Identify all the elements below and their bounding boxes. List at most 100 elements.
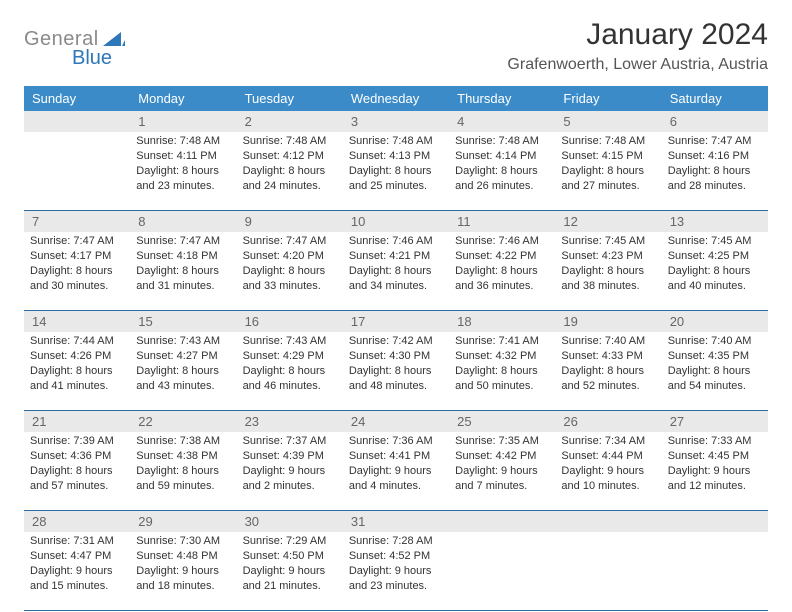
- daylight-text-2: and 26 minutes.: [455, 179, 549, 194]
- sunrise-text: Sunrise: 7:43 AM: [136, 334, 230, 349]
- sunrise-text: Sunrise: 7:39 AM: [30, 434, 124, 449]
- sunset-text: Sunset: 4:18 PM: [136, 249, 230, 264]
- sunset-text: Sunset: 4:35 PM: [668, 349, 762, 364]
- day-header-tue: Tuesday: [237, 86, 343, 111]
- sunrise-text: Sunrise: 7:47 AM: [136, 234, 230, 249]
- daylight-text-2: and 27 minutes.: [561, 179, 655, 194]
- day-cell: Sunrise: 7:47 AMSunset: 4:18 PMDaylight:…: [130, 232, 236, 310]
- sunset-text: Sunset: 4:25 PM: [668, 249, 762, 264]
- sunrise-text: Sunrise: 7:28 AM: [349, 534, 443, 549]
- day-cell: Sunrise: 7:41 AMSunset: 4:32 PMDaylight:…: [449, 332, 555, 410]
- day-cell: Sunrise: 7:44 AMSunset: 4:26 PMDaylight:…: [24, 332, 130, 410]
- day-cell: Sunrise: 7:40 AMSunset: 4:35 PMDaylight:…: [662, 332, 768, 410]
- daylight-text-1: Daylight: 8 hours: [30, 464, 124, 479]
- daylight-text-2: and 34 minutes.: [349, 279, 443, 294]
- daylight-text-2: and 48 minutes.: [349, 379, 443, 394]
- daylight-text-1: Daylight: 8 hours: [349, 264, 443, 279]
- daylight-text-1: Daylight: 8 hours: [243, 364, 337, 379]
- daylight-text-2: and 15 minutes.: [30, 579, 124, 594]
- daylight-text-1: Daylight: 9 hours: [455, 464, 549, 479]
- sunset-text: Sunset: 4:38 PM: [136, 449, 230, 464]
- sunset-text: Sunset: 4:45 PM: [668, 449, 762, 464]
- daylight-text-2: and 23 minutes.: [349, 579, 443, 594]
- week-row: Sunrise: 7:39 AMSunset: 4:36 PMDaylight:…: [24, 432, 768, 511]
- day-cell: Sunrise: 7:48 AMSunset: 4:15 PMDaylight:…: [555, 132, 661, 210]
- day-num-row: 21222324252627: [24, 411, 768, 432]
- sunset-text: Sunset: 4:16 PM: [668, 149, 762, 164]
- daylight-text-2: and 4 minutes.: [349, 479, 443, 494]
- day-cell: [449, 532, 555, 610]
- location-text: Grafenwoerth, Lower Austria, Austria: [507, 56, 768, 74]
- sunrise-text: Sunrise: 7:45 AM: [668, 234, 762, 249]
- sunrise-text: Sunrise: 7:29 AM: [243, 534, 337, 549]
- sunset-text: Sunset: 4:13 PM: [349, 149, 443, 164]
- sunset-text: Sunset: 4:11 PM: [136, 149, 230, 164]
- day-cell: Sunrise: 7:34 AMSunset: 4:44 PMDaylight:…: [555, 432, 661, 510]
- day-header-fri: Friday: [555, 86, 661, 111]
- sunset-text: Sunset: 4:44 PM: [561, 449, 655, 464]
- sunrise-text: Sunrise: 7:40 AM: [668, 334, 762, 349]
- daylight-text-1: Daylight: 8 hours: [136, 464, 230, 479]
- day-number: [449, 511, 555, 532]
- sunrise-text: Sunrise: 7:35 AM: [455, 434, 549, 449]
- day-header-wed: Wednesday: [343, 86, 449, 111]
- day-cell: Sunrise: 7:35 AMSunset: 4:42 PMDaylight:…: [449, 432, 555, 510]
- week-row: Sunrise: 7:31 AMSunset: 4:47 PMDaylight:…: [24, 532, 768, 611]
- daylight-text-2: and 25 minutes.: [349, 179, 443, 194]
- day-number: 16: [237, 311, 343, 332]
- day-number: 20: [662, 311, 768, 332]
- day-number: 24: [343, 411, 449, 432]
- daylight-text-1: Daylight: 9 hours: [349, 464, 443, 479]
- daylight-text-2: and 23 minutes.: [136, 179, 230, 194]
- day-number: 22: [130, 411, 236, 432]
- sunrise-text: Sunrise: 7:42 AM: [349, 334, 443, 349]
- daylight-text-1: Daylight: 8 hours: [136, 264, 230, 279]
- day-number: 4: [449, 111, 555, 132]
- sunrise-text: Sunrise: 7:33 AM: [668, 434, 762, 449]
- day-num-row: 78910111213: [24, 211, 768, 232]
- sunrise-text: Sunrise: 7:48 AM: [561, 134, 655, 149]
- sunrise-text: Sunrise: 7:47 AM: [30, 234, 124, 249]
- sunrise-text: Sunrise: 7:36 AM: [349, 434, 443, 449]
- sunset-text: Sunset: 4:48 PM: [136, 549, 230, 564]
- day-number: 8: [130, 211, 236, 232]
- calendar: Sunday Monday Tuesday Wednesday Thursday…: [24, 86, 768, 611]
- sunset-text: Sunset: 4:29 PM: [243, 349, 337, 364]
- daylight-text-2: and 57 minutes.: [30, 479, 124, 494]
- day-number: 31: [343, 511, 449, 532]
- daylight-text-1: Daylight: 9 hours: [349, 564, 443, 579]
- daylight-text-2: and 38 minutes.: [561, 279, 655, 294]
- day-cell: Sunrise: 7:30 AMSunset: 4:48 PMDaylight:…: [130, 532, 236, 610]
- sunrise-text: Sunrise: 7:38 AM: [136, 434, 230, 449]
- sunset-text: Sunset: 4:14 PM: [455, 149, 549, 164]
- daylight-text-2: and 43 minutes.: [136, 379, 230, 394]
- day-number: [555, 511, 661, 532]
- sunset-text: Sunset: 4:36 PM: [30, 449, 124, 464]
- day-number: 9: [237, 211, 343, 232]
- day-num-row: 28293031: [24, 511, 768, 532]
- sunrise-text: Sunrise: 7:47 AM: [668, 134, 762, 149]
- daylight-text-2: and 12 minutes.: [668, 479, 762, 494]
- sunset-text: Sunset: 4:33 PM: [561, 349, 655, 364]
- day-header-sun: Sunday: [24, 86, 130, 111]
- daylight-text-2: and 18 minutes.: [136, 579, 230, 594]
- sunset-text: Sunset: 4:26 PM: [30, 349, 124, 364]
- day-header-mon: Monday: [130, 86, 236, 111]
- sunset-text: Sunset: 4:22 PM: [455, 249, 549, 264]
- day-header-thu: Thursday: [449, 86, 555, 111]
- daylight-text-1: Daylight: 8 hours: [561, 264, 655, 279]
- daylight-text-1: Daylight: 8 hours: [455, 364, 549, 379]
- week-row: Sunrise: 7:44 AMSunset: 4:26 PMDaylight:…: [24, 332, 768, 411]
- month-title: January 2024: [507, 18, 768, 52]
- day-number: 2: [237, 111, 343, 132]
- daylight-text-1: Daylight: 8 hours: [668, 364, 762, 379]
- sunset-text: Sunset: 4:52 PM: [349, 549, 443, 564]
- daylight-text-1: Daylight: 9 hours: [136, 564, 230, 579]
- sunset-text: Sunset: 4:39 PM: [243, 449, 337, 464]
- sunrise-text: Sunrise: 7:48 AM: [455, 134, 549, 149]
- day-number: 25: [449, 411, 555, 432]
- daylight-text-1: Daylight: 8 hours: [455, 164, 549, 179]
- sunrise-text: Sunrise: 7:48 AM: [349, 134, 443, 149]
- day-cell: Sunrise: 7:37 AMSunset: 4:39 PMDaylight:…: [237, 432, 343, 510]
- sunset-text: Sunset: 4:15 PM: [561, 149, 655, 164]
